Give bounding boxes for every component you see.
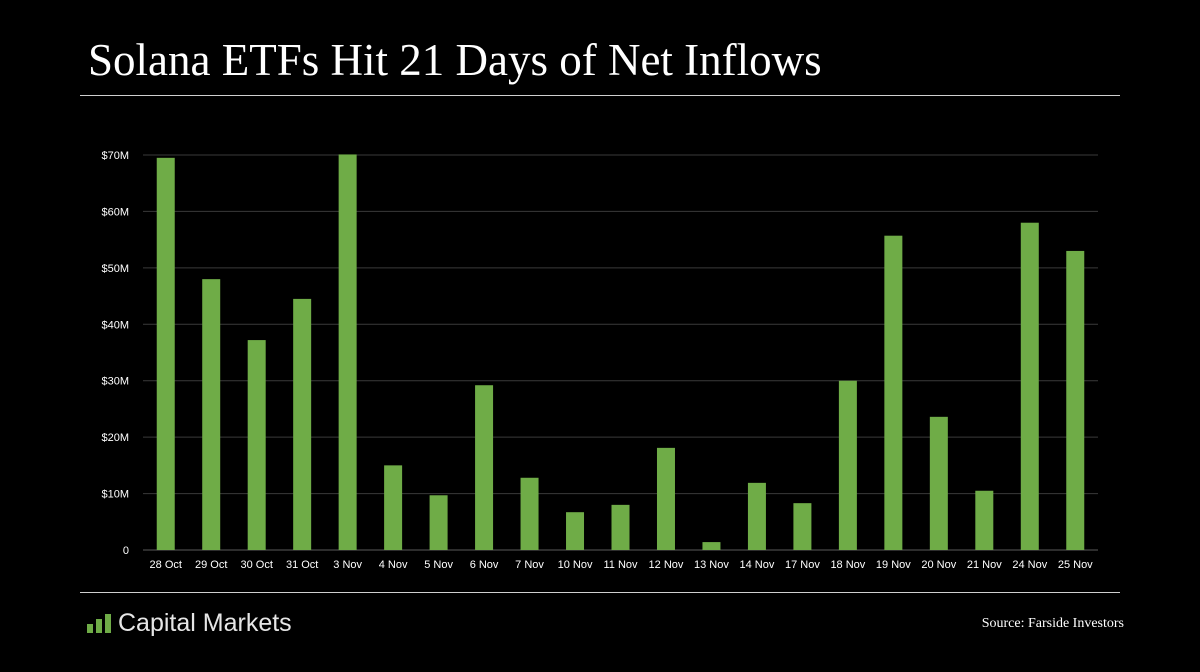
y-tick-label: $30M	[101, 376, 129, 388]
x-tick-label: 3 Nov	[333, 559, 362, 571]
source-note: Source: Farside Investors	[981, 616, 1124, 631]
x-tick-label: 6 Nov	[470, 559, 499, 571]
bar-10-nov	[566, 512, 585, 550]
x-tick-label: 10 Nov	[558, 559, 593, 571]
x-tick-label: 18 Nov	[830, 559, 865, 571]
y-tick-label: $10M	[101, 489, 129, 501]
page-title: Solana ETFs Hit 21 Days of Net Inflows	[88, 35, 822, 85]
brand-name: Capital Markets	[118, 608, 292, 637]
x-tick-label: 14 Nov	[739, 559, 774, 571]
bar-4-nov	[384, 465, 403, 550]
bar-14-nov	[747, 482, 766, 550]
bar-19-nov	[884, 235, 903, 550]
y-tick-label: $40M	[101, 319, 129, 331]
bar-3-nov	[338, 154, 357, 550]
bar-6-nov	[475, 385, 494, 550]
bar-chart-logo-icon	[87, 614, 111, 633]
footer-divider	[80, 592, 1120, 593]
x-tick-label: 30 Oct	[240, 559, 272, 571]
y-tick-label: $50M	[101, 263, 129, 275]
x-tick-label: 24 Nov	[1012, 559, 1047, 571]
bar-28-oct	[156, 157, 175, 551]
bar-21-nov	[975, 490, 994, 550]
bar-7-nov	[520, 477, 539, 550]
bar-20-nov	[929, 416, 948, 550]
x-tick-label: 20 Nov	[921, 559, 956, 571]
bar-11-nov	[611, 504, 630, 550]
bar-18-nov	[838, 380, 857, 550]
x-tick-label: 21 Nov	[967, 559, 1002, 571]
bar-24-nov	[1020, 222, 1039, 550]
x-tick-label: 28 Oct	[150, 559, 182, 571]
x-tick-label: 29 Oct	[195, 559, 227, 571]
y-tick-label: 0	[123, 545, 129, 557]
bar-chart: 0 $10M $20M $30M $40M $50M $60M $70M 28 Oct 29 Oc…	[101, 150, 1098, 571]
x-tick-label: 19 Nov	[876, 559, 911, 571]
bar-25-nov	[1066, 250, 1085, 550]
bar-12-nov	[656, 447, 675, 550]
bar-5-nov	[429, 495, 448, 550]
x-tick-label: 12 Nov	[649, 559, 684, 571]
x-tick-label: 31 Oct	[286, 559, 318, 571]
x-tick-label: 4 Nov	[379, 559, 408, 571]
x-tick-label: 11 Nov	[603, 559, 638, 571]
x-tick-label: 5 Nov	[424, 559, 453, 571]
bar-30-oct	[247, 340, 266, 550]
y-tick-label: $70M	[101, 150, 129, 162]
y-tick-label: $20M	[101, 432, 129, 444]
title-divider	[80, 95, 1120, 96]
x-tick-label: 13 Nov	[694, 559, 729, 571]
x-tick-label: 7 Nov	[515, 559, 544, 571]
x-tick-label: 25 Nov	[1058, 559, 1093, 571]
bar-13-nov	[702, 542, 721, 550]
x-tick-label: 17 Nov	[785, 559, 820, 571]
bar-17-nov	[793, 503, 812, 550]
bar-31-oct	[293, 298, 312, 550]
y-tick-label: $60M	[101, 206, 129, 218]
bar-29-oct	[202, 279, 221, 550]
brand: Capital Markets	[86, 606, 292, 640]
